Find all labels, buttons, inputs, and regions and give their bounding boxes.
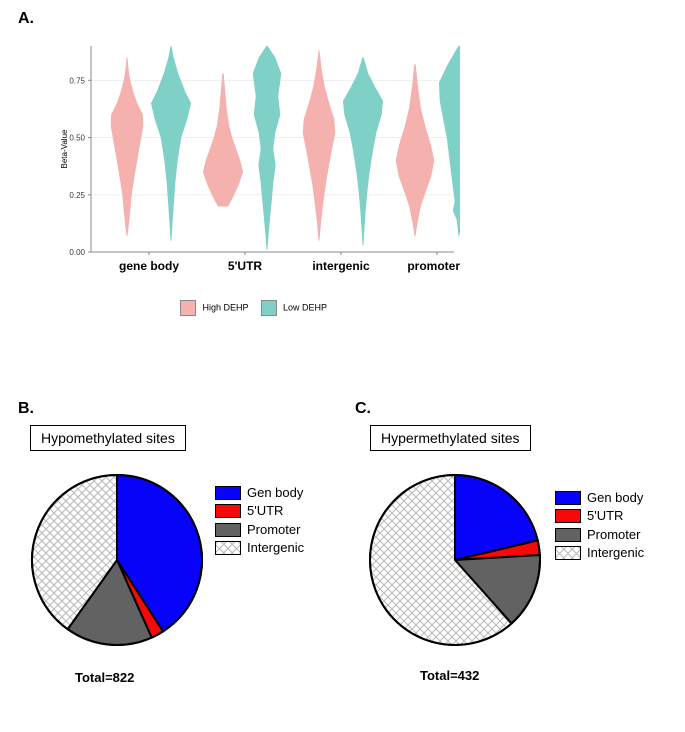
panel-c-pie <box>360 465 550 660</box>
violin-svg: 0.00 0.25 0.50 0.75 Beta-Value gene body 5'UTR… <box>55 38 460 298</box>
pie-b-svg <box>22 465 212 655</box>
svg-text:0.00: 0.00 <box>69 248 85 257</box>
panel-c-total: Total=432 <box>420 668 479 683</box>
panel-b-label: B. <box>18 400 34 418</box>
legend-swatch <box>555 509 581 523</box>
legend-swatch-low <box>261 300 277 316</box>
legend-swatch <box>215 504 241 518</box>
legend-label: Intergenic <box>587 545 644 561</box>
legend-label: Promoter <box>587 527 640 543</box>
legend-row: Intergenic <box>215 540 304 556</box>
legend-label: Promoter <box>247 522 300 538</box>
legend-row: 5'UTR <box>555 508 644 524</box>
panel-c-title: Hypermethylated sites <box>370 425 531 451</box>
svg-text:5'UTR: 5'UTR <box>228 259 263 273</box>
svg-text:gene body: gene body <box>119 259 179 273</box>
figure-root: A. 0.00 0.25 0.50 0.75 Beta-Value gene body 5'… <box>0 0 685 732</box>
svg-text:intergenic: intergenic <box>312 259 370 273</box>
legend-label-high: High DEHP <box>203 302 249 312</box>
panel-a-label: A. <box>18 10 34 28</box>
panel-b-title: Hypomethylated sites <box>30 425 186 451</box>
legend-label: Gen body <box>587 490 643 506</box>
legend-row: Promoter <box>215 522 304 538</box>
legend-swatch-high <box>180 300 196 316</box>
panel-b-legend: Gen body 5'UTR Promoter Intergenic <box>215 485 304 558</box>
legend-item-high: High DEHP <box>180 300 249 316</box>
legend-row: Intergenic <box>555 545 644 561</box>
legend-label: 5'UTR <box>247 503 283 519</box>
legend-swatch <box>555 491 581 505</box>
pie-c-svg <box>360 465 550 655</box>
legend-swatch <box>555 546 581 560</box>
legend-row: Gen body <box>215 485 304 501</box>
legend-item-low: Low DEHP <box>261 300 328 316</box>
svg-text:0.50: 0.50 <box>69 134 85 143</box>
panel-a-legend: High DEHP Low DEHP <box>180 300 327 316</box>
panel-c-label: C. <box>355 400 371 418</box>
panel-c-legend: Gen body 5'UTR Promoter Intergenic <box>555 490 644 563</box>
svg-text:Beta-Value: Beta-Value <box>60 129 69 169</box>
legend-swatch <box>215 523 241 537</box>
panel-a-violin-chart: 0.00 0.25 0.50 0.75 Beta-Value gene body 5'UTR… <box>55 38 460 293</box>
legend-swatch <box>555 528 581 542</box>
legend-label: 5'UTR <box>587 508 623 524</box>
legend-row: Gen body <box>555 490 644 506</box>
legend-row: 5'UTR <box>215 503 304 519</box>
panel-b-total: Total=822 <box>75 670 134 685</box>
svg-text:0.75: 0.75 <box>69 76 85 85</box>
legend-label: Gen body <box>247 485 303 501</box>
legend-label: Intergenic <box>247 540 304 556</box>
legend-label-low: Low DEHP <box>283 302 327 312</box>
panel-b-pie <box>22 465 212 660</box>
legend-row: Promoter <box>555 527 644 543</box>
svg-text:0.25: 0.25 <box>69 191 85 200</box>
svg-text:promoters: promoters <box>407 259 460 273</box>
legend-swatch <box>215 541 241 555</box>
legend-swatch <box>215 486 241 500</box>
